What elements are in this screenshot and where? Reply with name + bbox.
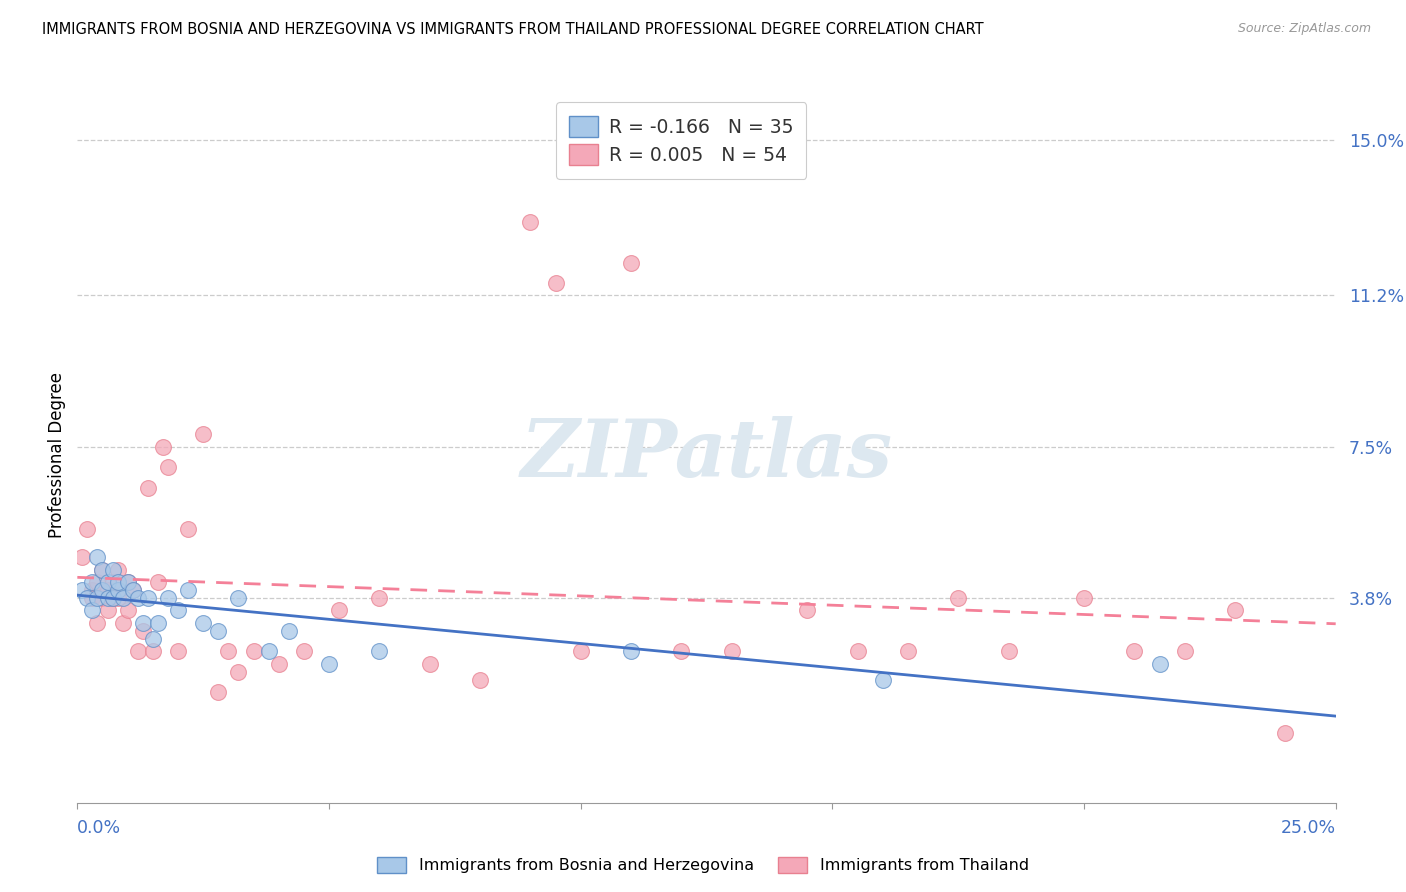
Point [86,550,108,565]
Point [132,615,155,630]
Point [127,644,149,658]
Point [177,522,200,536]
Point [82,574,104,589]
Point [1149,657,1171,671]
Point [846,644,869,658]
Point [96,603,118,617]
Point [136,481,159,495]
Point [91,562,114,576]
Point [620,644,643,658]
Point [146,574,169,589]
Point [136,591,159,606]
Point [86,574,108,589]
Point [167,603,190,617]
Point [468,673,491,687]
Point [217,644,239,658]
Point [872,673,894,687]
Point [267,657,290,671]
Point [997,644,1019,658]
Point [191,427,215,442]
Point [620,255,643,269]
Point [142,644,165,658]
Point [82,591,104,606]
Point [82,603,104,617]
Point [142,632,165,646]
Legend: R = -0.166   N = 35, R = 0.005   N = 54: R = -0.166 N = 35, R = 0.005 N = 54 [557,103,807,178]
Point [117,574,139,589]
Text: ZIPatlas: ZIPatlas [520,417,893,493]
Point [111,591,134,606]
Point [117,574,139,589]
Point [152,440,174,454]
Point [257,644,280,658]
Text: Source: ZipAtlas.com: Source: ZipAtlas.com [1237,22,1371,36]
Point [91,582,114,597]
Point [101,562,124,576]
Point [72,582,94,597]
Point [1073,591,1095,606]
Point [156,591,179,606]
Point [167,644,190,658]
Point [117,603,139,617]
Text: 0.0%: 0.0% [77,819,121,838]
Point [76,591,98,606]
Point [82,582,104,597]
Point [96,582,118,597]
Point [91,591,114,606]
Point [1274,726,1296,740]
Point [419,657,441,671]
Point [1223,603,1246,617]
Point [86,591,108,606]
Point [107,562,129,576]
Point [207,685,229,699]
Point [101,591,124,606]
Point [121,582,143,597]
Point [368,644,391,658]
Point [76,522,98,536]
Point [544,276,567,290]
Point [796,603,818,617]
Text: 25.0%: 25.0% [1281,819,1336,838]
Point [156,460,179,475]
Point [177,582,200,597]
Point [1123,644,1146,658]
Point [897,644,920,658]
Point [292,644,315,658]
Point [277,624,299,638]
Point [127,591,149,606]
Point [671,644,693,658]
Point [121,582,143,597]
Point [1174,644,1197,658]
Point [519,214,541,228]
Point [96,591,118,606]
Point [720,644,742,658]
Point [191,615,215,630]
Point [91,562,114,576]
Point [107,591,129,606]
Point [948,591,970,606]
Point [111,615,134,630]
Point [368,591,391,606]
Point [132,624,155,638]
Point [86,615,108,630]
Point [569,644,592,658]
Point [207,624,229,638]
Point [146,615,169,630]
Point [328,603,350,617]
Point [96,574,118,589]
Point [72,550,94,565]
Point [107,582,129,597]
Point [101,591,124,606]
Point [101,574,124,589]
Legend: Immigrants from Bosnia and Herzegovina, Immigrants from Thailand: Immigrants from Bosnia and Herzegovina, … [371,850,1035,880]
Point [228,591,250,606]
Y-axis label: Professional Degree: Professional Degree [48,372,66,538]
Point [107,574,129,589]
Point [318,657,340,671]
Point [228,665,250,679]
Point [242,644,264,658]
Text: IMMIGRANTS FROM BOSNIA AND HERZEGOVINA VS IMMIGRANTS FROM THAILAND PROFESSIONAL : IMMIGRANTS FROM BOSNIA AND HERZEGOVINA V… [42,22,984,37]
